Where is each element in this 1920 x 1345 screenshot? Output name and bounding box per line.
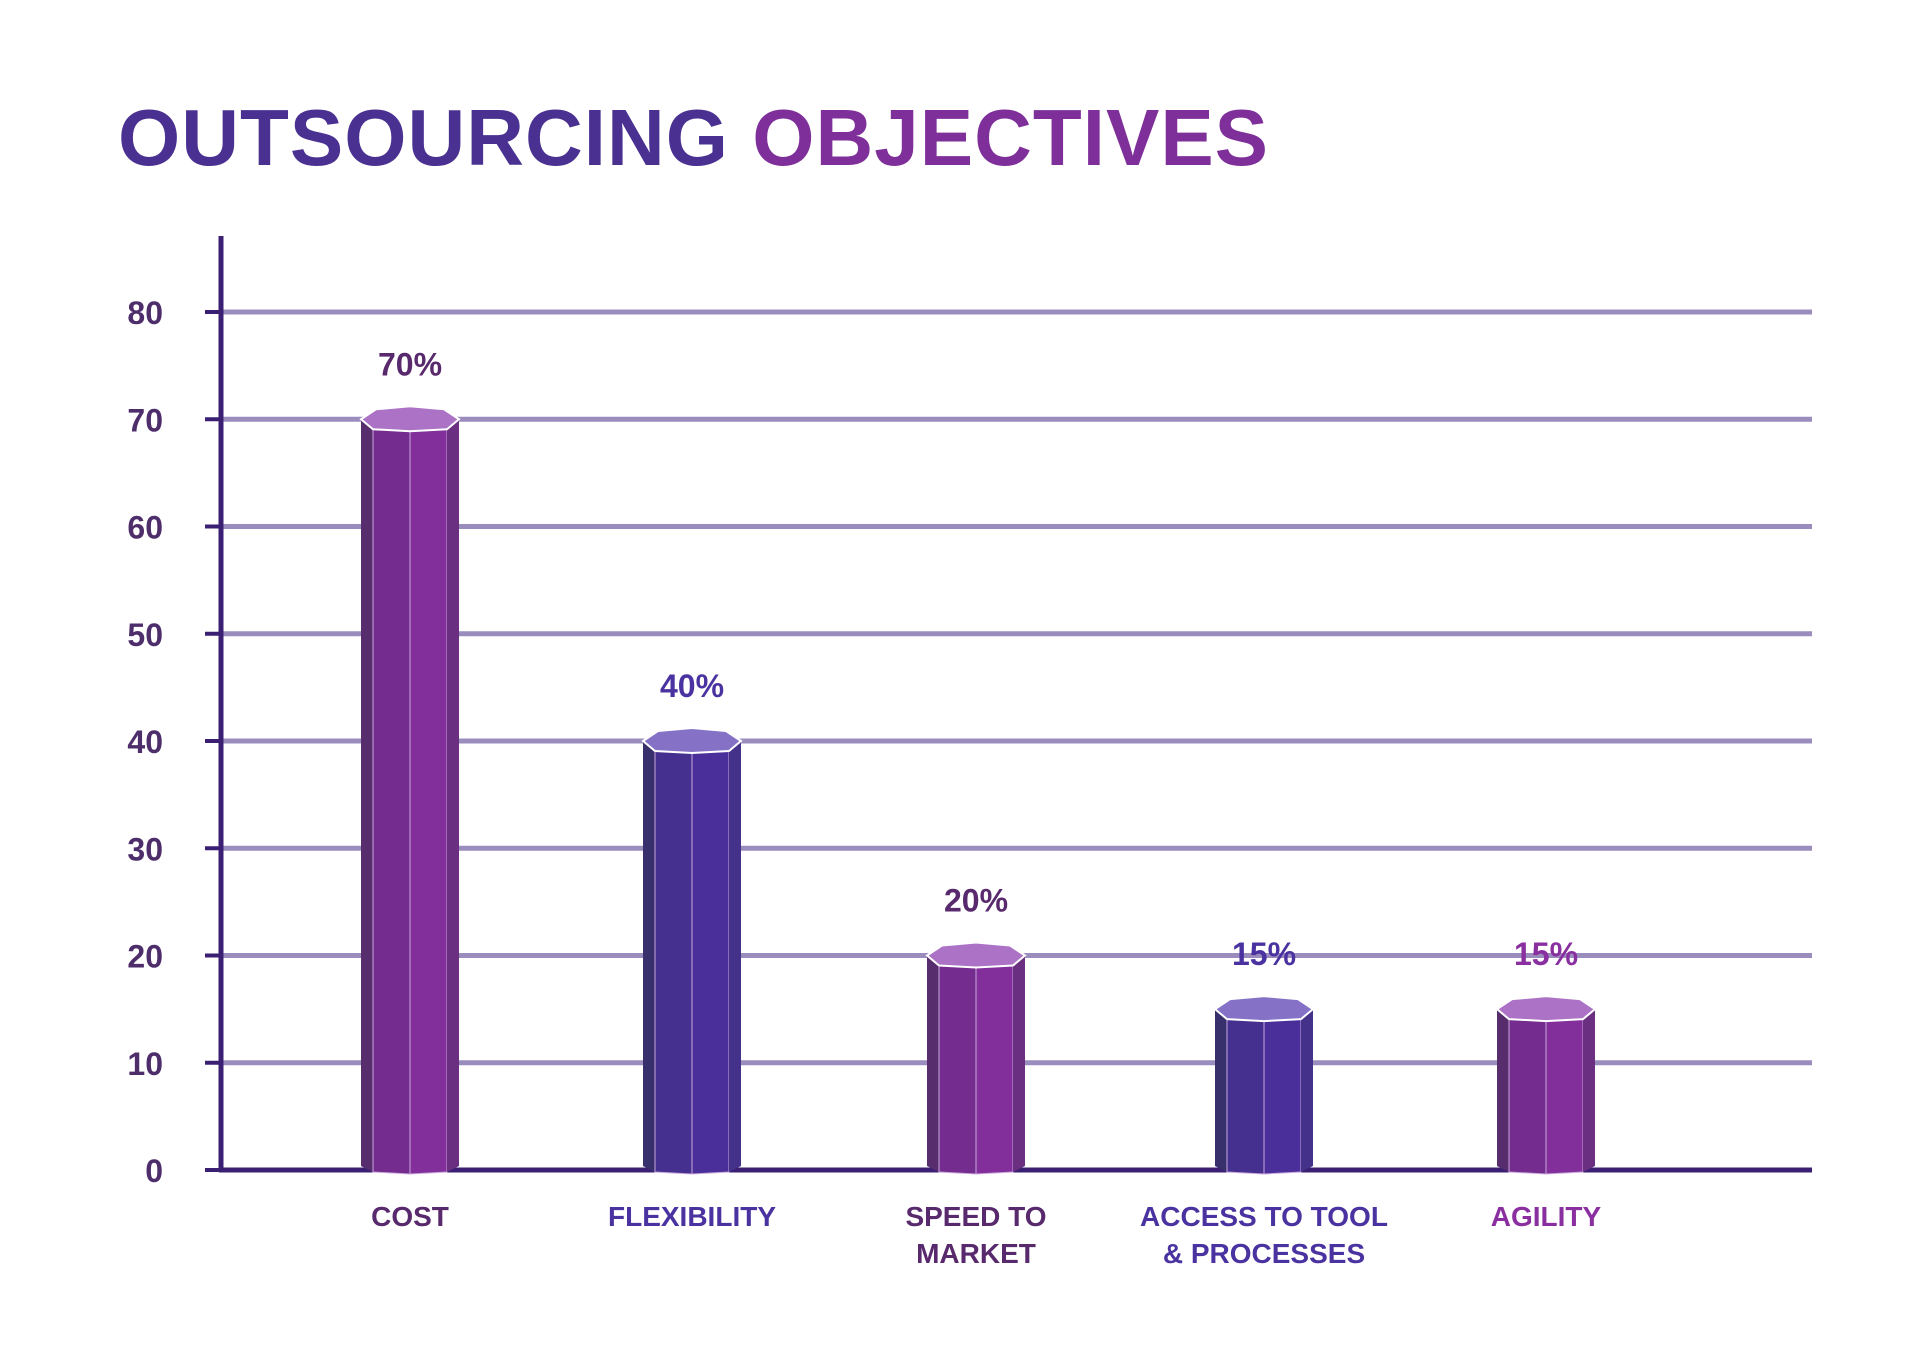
y-tick-label: 0 [145, 1153, 163, 1189]
bar-face [447, 419, 459, 1172]
x-tick-label: ACCESS TO TOOL [1140, 1201, 1388, 1232]
y-tick-label: 20 [127, 939, 163, 975]
bar [1213, 995, 1315, 1175]
x-tick-label: COST [371, 1201, 449, 1232]
bar-face [975, 964, 1014, 1175]
bar-face [1583, 1009, 1595, 1172]
x-tick-label: & PROCESSES [1163, 1238, 1365, 1269]
title-part-2: OBJECTIVES [752, 93, 1270, 182]
bar-face [1226, 1018, 1265, 1175]
data-label: 20% [944, 883, 1008, 919]
bar-face [643, 741, 655, 1172]
chart-title: OUTSOURCING OBJECTIVES [118, 92, 1269, 184]
bar-face [1263, 1018, 1302, 1175]
bar-top [359, 405, 461, 433]
bar-face [729, 741, 741, 1172]
bar-face [927, 955, 939, 1172]
bar-face [654, 750, 693, 1175]
data-label: 40% [660, 668, 724, 704]
x-tick-label: SPEED TO [905, 1201, 1046, 1232]
y-tick-label: 50 [127, 617, 163, 653]
bar-face [1508, 1018, 1547, 1175]
bar-top [641, 726, 743, 755]
bar-face [361, 419, 373, 1172]
data-label: 70% [378, 346, 442, 382]
y-tick-label: 10 [127, 1046, 163, 1082]
y-tick-label: 60 [127, 510, 163, 546]
y-tick-label: 70 [127, 402, 163, 438]
y-tick-label: 80 [127, 295, 163, 331]
x-tick-label: FLEXIBILITY [608, 1201, 776, 1232]
data-label: 15% [1514, 936, 1578, 972]
bar [641, 726, 743, 1175]
x-tick-label: MARKET [916, 1238, 1036, 1269]
bar [1495, 995, 1597, 1175]
data-label: 15% [1232, 936, 1296, 972]
bar-face [691, 750, 730, 1175]
bar-face [1013, 955, 1025, 1172]
bar [359, 405, 461, 1175]
bar-face [372, 428, 411, 1175]
bar-top [1495, 995, 1597, 1023]
bar-top [1213, 995, 1315, 1023]
bar-face [1215, 1009, 1227, 1172]
bar [925, 941, 1027, 1175]
title-part-1: OUTSOURCING [118, 93, 729, 182]
bar-face [1301, 1009, 1313, 1172]
bar-top [925, 941, 1027, 969]
bar-face [1497, 1009, 1509, 1172]
y-tick-label: 30 [127, 831, 163, 867]
bar-face [409, 428, 448, 1175]
y-tick-label: 40 [127, 724, 163, 760]
bar-face [1545, 1018, 1584, 1175]
bar-face [938, 964, 977, 1175]
x-tick-label: AGILITY [1491, 1201, 1602, 1232]
